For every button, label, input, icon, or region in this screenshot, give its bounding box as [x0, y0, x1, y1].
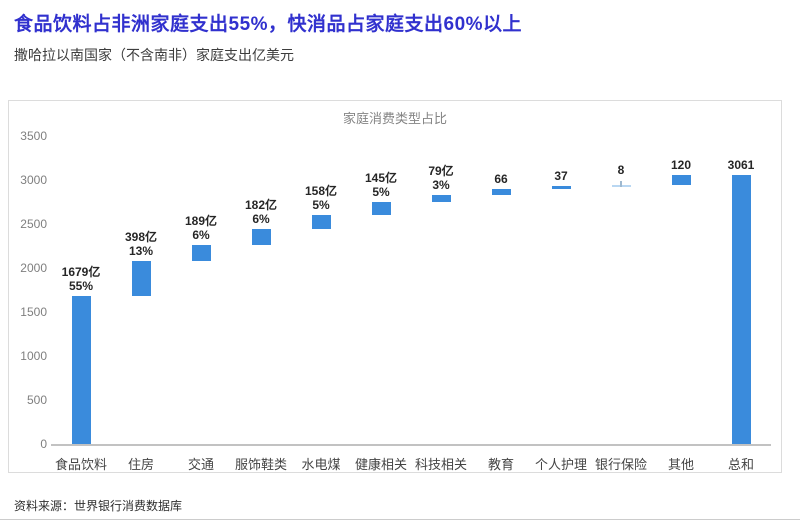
x-axis-category-label: 水电煤	[301, 457, 341, 472]
y-axis-tick-label: 0	[40, 437, 47, 451]
plot-area: 1679亿 55% 398亿 13% 189亿 6% 182亿 6% 158亿 5% 145亿 5% 7…	[51, 136, 771, 446]
page-title: 食品饮料占非洲家庭支出55%，快消品占家庭支出60%以上	[14, 14, 523, 35]
y-axis-tick-label: 3500	[20, 129, 47, 143]
waterfall-bar	[191, 244, 211, 262]
waterfall-bar	[491, 189, 511, 195]
bar-value-label: 66	[494, 172, 508, 187]
x-axis-category-label: 食品饮料	[54, 457, 107, 472]
waterfall-bar	[131, 261, 151, 297]
waterfall-bar	[251, 228, 271, 245]
bar-value-label: 1679亿 55%	[61, 265, 101, 294]
bar-value-label: 145亿 5%	[364, 170, 398, 199]
chart-container: 家庭消费类型占比 1679亿 55% 398亿 13% 189亿 6% 182亿 6% 158亿…	[8, 100, 782, 473]
source-note: 资料来源：世界银行消费数据库	[14, 499, 183, 513]
bar-value-label: 398亿 13%	[124, 230, 158, 259]
bar-value-label: 37	[554, 168, 568, 183]
thin-bar-tick	[620, 180, 622, 187]
x-axis-category-label: 其他	[667, 457, 694, 472]
x-axis-category-label: 交通	[187, 457, 214, 472]
y-axis-tick-label: 2000	[20, 261, 47, 275]
bar-value-label: 8	[617, 162, 625, 177]
waterfall-bar	[731, 174, 751, 444]
bar-value-label: 79亿 3%	[428, 163, 454, 192]
x-axis-category-label: 个人护理	[534, 457, 587, 472]
y-axis-tick-label: 500	[26, 393, 47, 407]
bar-value-label: 3061	[727, 157, 755, 172]
bottom-divider	[0, 519, 800, 520]
chart-title: 家庭消费类型占比	[342, 111, 447, 126]
y-axis-tick-label: 2500	[20, 217, 47, 231]
x-axis-category-label: 住房	[127, 457, 154, 472]
bar-value-label: 120	[670, 157, 692, 172]
x-axis-category-label: 银行保险	[594, 457, 647, 472]
y-axis-tick-label: 1500	[20, 305, 47, 319]
x-axis-category-label: 总和	[727, 457, 754, 472]
y-axis-tick-label: 1000	[20, 349, 47, 363]
waterfall-bar	[551, 185, 571, 190]
waterfall-bar	[71, 296, 91, 444]
y-axis-tick-label: 3000	[20, 173, 47, 187]
x-axis-category-label: 科技相关	[414, 457, 467, 472]
bar-value-label: 158亿 5%	[304, 183, 338, 212]
x-axis-category-label: 服饰鞋类	[234, 457, 287, 472]
x-axis-category-label: 健康相关	[354, 457, 407, 472]
bar-value-label: 189亿 6%	[184, 213, 218, 242]
waterfall-bar	[371, 201, 391, 215]
waterfall-bar	[671, 174, 691, 186]
waterfall-bar	[431, 194, 451, 202]
bar-value-label: 182亿 6%	[244, 197, 278, 226]
waterfall-bar	[311, 214, 331, 229]
page-subtitle: 撒哈拉以南国家（不含南非）家庭支出亿美元	[14, 47, 294, 63]
x-axis-category-label: 教育	[487, 457, 514, 472]
